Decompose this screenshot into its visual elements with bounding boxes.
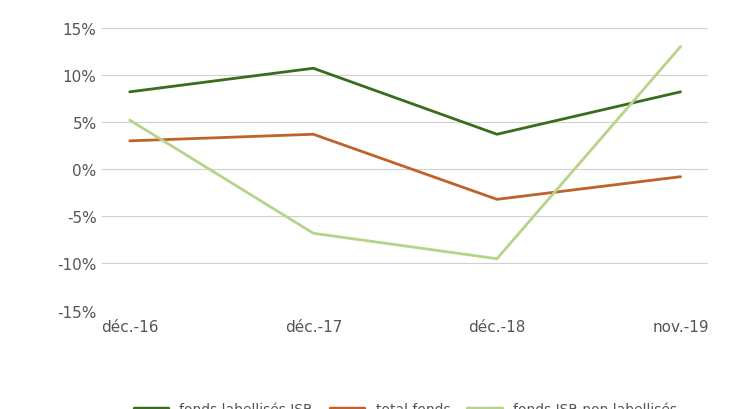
total fonds xyxy=(126,139,134,144)
fonds ISR non labellisés xyxy=(676,45,685,50)
fonds labellisés ISR xyxy=(493,133,502,137)
fonds labellisés ISR xyxy=(309,67,318,72)
Line: fonds ISR non labellisés: fonds ISR non labellisés xyxy=(130,47,680,259)
Legend: fonds labellisés ISR, total fonds, fonds ISR non labellisés: fonds labellisés ISR, total fonds, fonds… xyxy=(128,397,683,409)
Line: total fonds: total fonds xyxy=(130,135,680,200)
Line: fonds labellisés ISR: fonds labellisés ISR xyxy=(130,69,680,135)
fonds labellisés ISR xyxy=(676,90,685,95)
fonds ISR non labellisés xyxy=(126,118,134,123)
fonds ISR non labellisés xyxy=(309,231,318,236)
fonds labellisés ISR xyxy=(126,90,134,95)
total fonds xyxy=(493,198,502,202)
fonds ISR non labellisés xyxy=(493,257,502,262)
total fonds xyxy=(676,175,685,180)
total fonds xyxy=(309,133,318,137)
